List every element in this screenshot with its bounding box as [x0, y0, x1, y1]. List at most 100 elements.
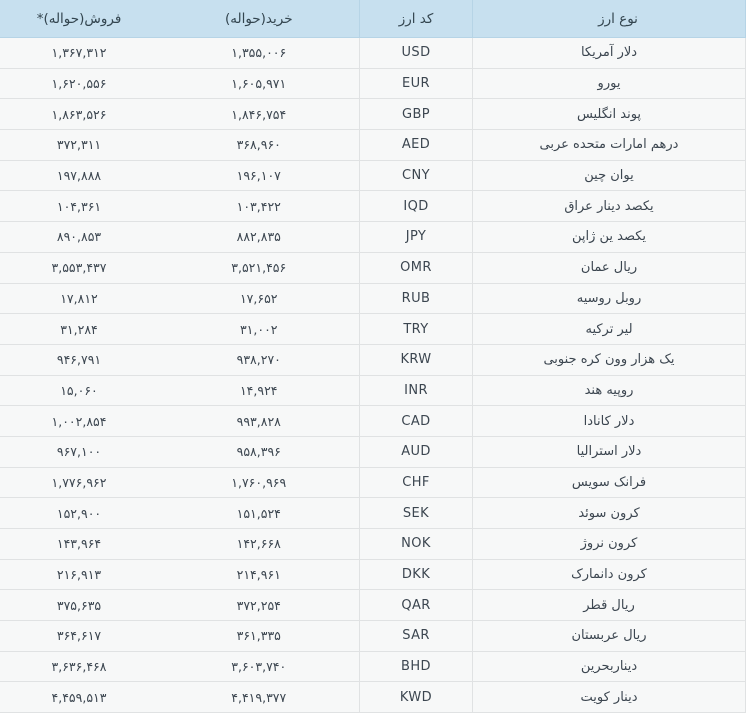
currency-code-cell: IQD: [359, 190, 473, 223]
table-row: روپیه هند INR ۱۴,۹۲۴ ۱۵,۰۶۰: [0, 375, 746, 407]
sell-rate-cell: ۱۰۴,۳۶۱: [0, 190, 159, 223]
currency-code-cell: DKK: [359, 559, 473, 591]
table-row: ریال عمان OMR ۳,۵۲۱,۴۵۶ ۳,۵۵۳,۴۳۷: [0, 252, 746, 284]
currency-code-cell: SAR: [359, 620, 473, 652]
table-row: یکصد ین ژاپن JPY ۸۸۲,۸۳۵ ۸۹۰,۸۵۳: [0, 221, 746, 253]
currency-code-cell: OMR: [359, 252, 473, 284]
currency-name-cell: دلار آمریکا: [472, 37, 746, 69]
table-row: یورو EUR ۱,۶۰۵,۹۷۱ ۱,۶۲۰,۵۵۶: [0, 68, 746, 100]
table-row: دلار آمریکا USD ۱,۳۵۵,۰۰۶ ۱,۳۶۷,۳۱۲: [0, 37, 746, 69]
buy-rate-cell: ۱۴,۹۲۴: [158, 375, 360, 407]
sell-rate-cell: ۳,۵۵۳,۴۳۷: [0, 252, 159, 284]
buy-rate-cell: ۱,۷۶۰,۹۶۹: [158, 467, 360, 499]
currency-name-cell: یک هزار وون کره جنوبی: [472, 344, 746, 376]
table-row: دلار استرالیا AUD ۹۵۸,۳۹۶ ۹۶۷,۱۰۰: [0, 436, 746, 468]
buy-rate-cell: ۱,۸۴۶,۷۵۴: [158, 98, 360, 131]
currency-name-cell: ریال قطر: [472, 589, 746, 622]
buy-rate-cell: ۳۶۱,۳۳۵: [158, 620, 360, 652]
table-row: لیر ترکیه TRY ۳۱,۰۰۲ ۳۱,۲۸۴: [0, 313, 746, 345]
column-header-currency-name[interactable]: نوع ارز: [472, 0, 746, 38]
table-row: درهم امارات متحده عربی AED ۳۶۸,۹۶۰ ۳۷۲,۳۱۱: [0, 129, 746, 161]
sell-rate-cell: ۹۴۶,۷۹۱: [0, 344, 159, 376]
currency-code-cell: JPY: [359, 221, 473, 253]
buy-rate-cell: ۳,۶۰۳,۷۴۰: [158, 651, 360, 683]
buy-rate-cell: ۳۶۸,۹۶۰: [158, 129, 360, 161]
currency-code-cell: KWD: [359, 681, 473, 713]
table-row: کرون سوئد SEK ۱۵۱,۵۲۴ ۱۵۲,۹۰۰: [0, 497, 746, 529]
currency-code-cell: AED: [359, 129, 473, 161]
table-row: دلار کانادا CAD ۹۹۳,۸۲۸ ۱,۰۰۲,۸۵۴: [0, 405, 746, 437]
column-header-sell-remittance[interactable]: فروش(حواله)*: [0, 0, 159, 38]
currency-code-cell: CHF: [359, 467, 473, 499]
buy-rate-cell: ۱۵۱,۵۲۴: [158, 497, 360, 529]
currency-name-cell: دیناربحرین: [472, 651, 746, 683]
currency-name-cell: کرون سوئد: [472, 497, 746, 529]
sell-rate-cell: ۳۶۴,۶۱۷: [0, 620, 159, 652]
buy-rate-cell: ۴,۴۱۹,۳۷۷: [158, 681, 360, 713]
buy-rate-cell: ۱۰۳,۴۲۲: [158, 190, 360, 223]
currency-name-cell: درهم امارات متحده عربی: [472, 129, 746, 161]
currency-name-cell: لیر ترکیه: [472, 313, 746, 345]
sell-rate-cell: ۳۷۲,۳۱۱: [0, 129, 159, 161]
currency-code-cell: CNY: [359, 160, 473, 192]
table-row: روبل روسیه RUB ۱۷,۶۵۲ ۱۷,۸۱۲: [0, 283, 746, 315]
currency-name-cell: دلار استرالیا: [472, 436, 746, 468]
currency-name-cell: یکصد ین ژاپن: [472, 221, 746, 253]
sell-rate-cell: ۱,۰۰۲,۸۵۴: [0, 405, 159, 437]
table-header: نوع ارز کد ارز خرید(حواله) فروش(حواله)*: [0, 0, 746, 38]
buy-rate-cell: ۸۸۲,۸۳۵: [158, 221, 360, 253]
table-row: یکصد دینار عراق IQD ۱۰۳,۴۲۲ ۱۰۴,۳۶۱: [0, 190, 746, 223]
buy-rate-cell: ۱۴۲,۶۶۸: [158, 528, 360, 560]
currency-code-cell: KRW: [359, 344, 473, 376]
currency-name-cell: یوان چین: [472, 160, 746, 192]
column-header-currency-code[interactable]: کد ارز: [359, 0, 473, 38]
table-row: دیناربحرین BHD ۳,۶۰۳,۷۴۰ ۳,۶۳۶,۴۶۸: [0, 651, 746, 683]
table-row: فرانک سویس CHF ۱,۷۶۰,۹۶۹ ۱,۷۷۶,۹۶۲: [0, 467, 746, 499]
table-row: کرون نروژ NOK ۱۴۲,۶۶۸ ۱۴۳,۹۶۴: [0, 528, 746, 560]
sell-rate-cell: ۱۵,۰۶۰: [0, 375, 159, 407]
sell-rate-cell: ۳,۶۳۶,۴۶۸: [0, 651, 159, 683]
currency-name-cell: ریال عمان: [472, 252, 746, 284]
buy-rate-cell: ۹۹۳,۸۲۸: [158, 405, 360, 437]
sell-rate-cell: ۹۶۷,۱۰۰: [0, 436, 159, 468]
currency-code-cell: AUD: [359, 436, 473, 468]
table-row: یوان چین CNY ۱۹۶,۱۰۷ ۱۹۷,۸۸۸: [0, 160, 746, 192]
sell-rate-cell: ۱۵۲,۹۰۰: [0, 497, 159, 529]
currency-code-cell: SEK: [359, 497, 473, 529]
currency-name-cell: روبل روسیه: [472, 283, 746, 315]
currency-code-cell: BHD: [359, 651, 473, 683]
buy-rate-cell: ۹۵۸,۳۹۶: [158, 436, 360, 468]
buy-rate-cell: ۱,۶۰۵,۹۷۱: [158, 68, 360, 100]
table-header-row: نوع ارز کد ارز خرید(حواله) فروش(حواله)*: [0, 0, 746, 38]
table-row: کرون دانمارک DKK ۲۱۴,۹۶۱ ۲۱۶,۹۱۳: [0, 559, 746, 591]
sell-rate-cell: ۲۱۶,۹۱۳: [0, 559, 159, 591]
sell-rate-cell: ۸۹۰,۸۵۳: [0, 221, 159, 253]
currency-name-cell: پوند انگلیس: [472, 98, 746, 131]
buy-rate-cell: ۱,۳۵۵,۰۰۶: [158, 37, 360, 69]
sell-rate-cell: ۱,۷۷۶,۹۶۲: [0, 467, 159, 499]
column-header-buy-remittance[interactable]: خرید(حواله): [158, 0, 360, 38]
buy-rate-cell: ۹۳۸,۲۷۰: [158, 344, 360, 376]
currency-code-cell: NOK: [359, 528, 473, 560]
table-row: یک هزار وون کره جنوبی KRW ۹۳۸,۲۷۰ ۹۴۶,۷۹۱: [0, 344, 746, 376]
currency-name-cell: دلار کانادا: [472, 405, 746, 437]
buy-rate-cell: ۳۱,۰۰۲: [158, 313, 360, 345]
sell-rate-cell: ۱۷,۸۱۲: [0, 283, 159, 315]
currency-name-cell: ریال عربستان: [472, 620, 746, 652]
table-row: ریال عربستان SAR ۳۶۱,۳۳۵ ۳۶۴,۶۱۷: [0, 620, 746, 652]
sell-rate-cell: ۱,۶۲۰,۵۵۶: [0, 68, 159, 100]
sell-rate-cell: ۱,۸۶۳,۵۲۶: [0, 98, 159, 131]
currency-name-cell: فرانک سویس: [472, 467, 746, 499]
currency-code-cell: USD: [359, 37, 473, 69]
currency-name-cell: کرون نروژ: [472, 528, 746, 560]
buy-rate-cell: ۳,۵۲۱,۴۵۶: [158, 252, 360, 284]
currency-code-cell: GBP: [359, 98, 473, 131]
currency-code-cell: INR: [359, 375, 473, 407]
sell-rate-cell: ۳۱,۲۸۴: [0, 313, 159, 345]
table-row: ریال قطر QAR ۳۷۲,۲۵۴ ۳۷۵,۶۳۵: [0, 589, 746, 622]
table-body: دلار آمریکا USD ۱,۳۵۵,۰۰۶ ۱,۳۶۷,۳۱۲ یورو EUR ۱…: [0, 37, 746, 713]
currency-name-cell: یورو: [472, 68, 746, 100]
sell-rate-cell: ۱,۳۶۷,۳۱۲: [0, 37, 159, 69]
buy-rate-cell: ۱۹۶,۱۰۷: [158, 160, 360, 192]
